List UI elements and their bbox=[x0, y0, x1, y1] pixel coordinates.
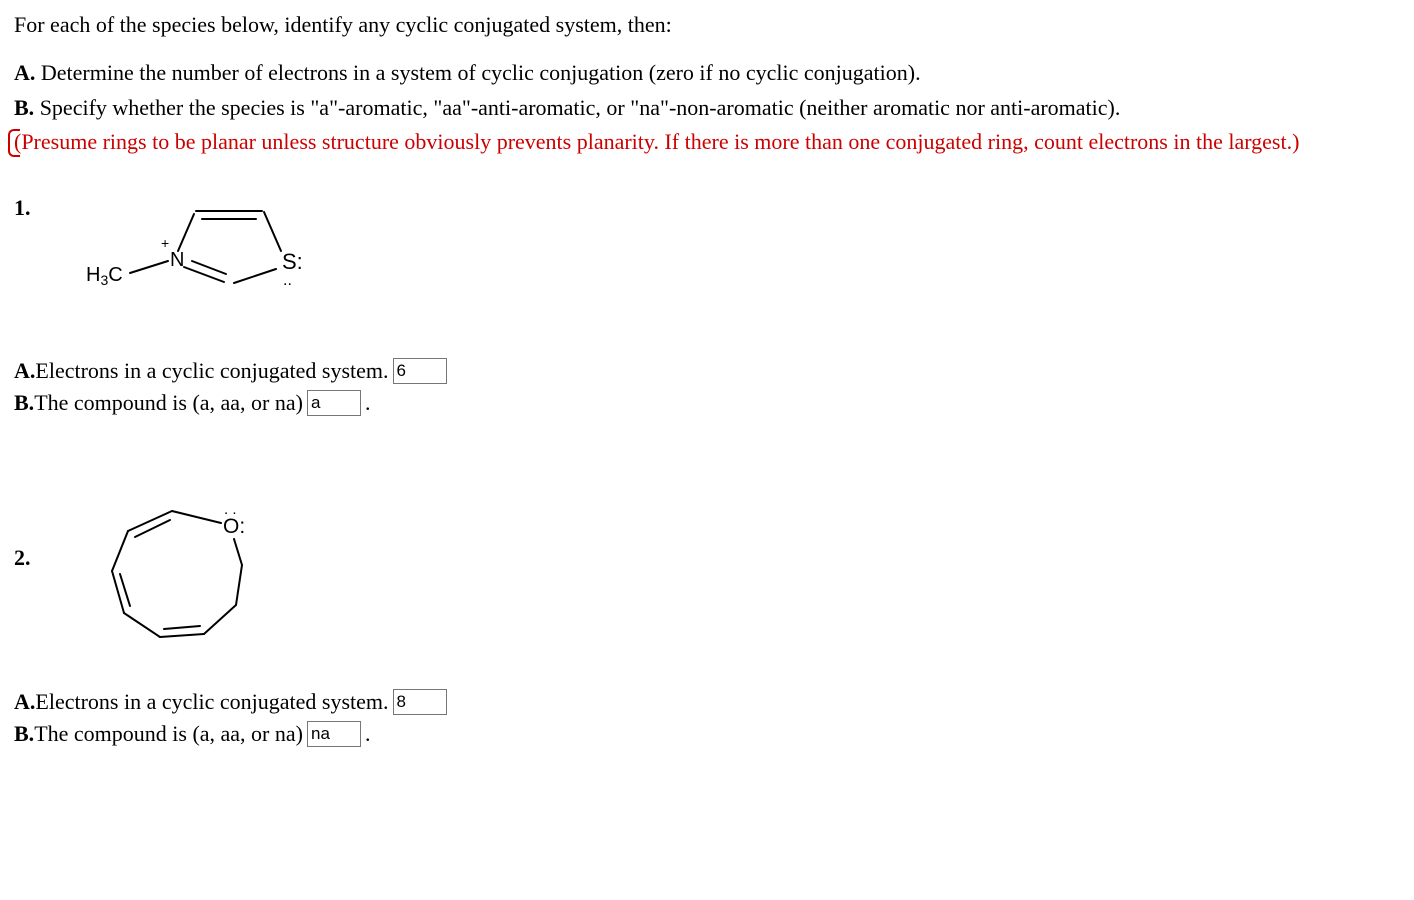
intro-partA-prefix: A. bbox=[14, 60, 41, 85]
q2-structure: O: . . bbox=[74, 489, 294, 657]
o-atom-label: O: bbox=[223, 515, 245, 538]
intro-partB-line: B. Specify whether the species is "a"-ar… bbox=[14, 93, 1394, 123]
q1-classification-input[interactable] bbox=[307, 390, 361, 416]
q1-number: 1. bbox=[14, 193, 74, 223]
n-atom-label: N bbox=[170, 249, 184, 271]
intro-partA: Determine the number of electrons in a s… bbox=[41, 60, 921, 85]
ch3-label: H3C bbox=[86, 264, 123, 288]
thiazolium-svg: N + S: .. H3C bbox=[74, 193, 334, 303]
intro-red-note: (Presume rings to be planar unless struc… bbox=[14, 127, 1394, 157]
q2-period: . bbox=[365, 719, 371, 749]
q2-answer-b-line: B.The compound is (a, aa, or na) . bbox=[14, 719, 1394, 749]
q1-period: . bbox=[365, 388, 371, 418]
intro-partA-line: A. Determine the number of electrons in … bbox=[14, 58, 1394, 88]
q2-compound-label: The compound is (a, aa, or na) bbox=[34, 721, 303, 746]
q2-electrons-label: Electrons in a cyclic conjugated system. bbox=[35, 689, 388, 714]
q1-electrons-input[interactable] bbox=[393, 358, 447, 384]
red-note-text: (Presume rings to be planar unless struc… bbox=[14, 129, 1299, 154]
q2-electrons-input[interactable] bbox=[393, 689, 447, 715]
q1-electrons-label: Electrons in a cyclic conjugated system. bbox=[35, 358, 388, 383]
q1-structure: N + S: .. H3C bbox=[74, 193, 334, 311]
n-plus-charge: + bbox=[161, 235, 169, 251]
nine-ring-svg: O: . . bbox=[74, 489, 294, 649]
q2-number: 2. bbox=[14, 489, 74, 573]
q2-header-row: 2. bbox=[14, 489, 1394, 657]
s-atom-label: S: bbox=[282, 249, 303, 274]
q2-classification-input[interactable] bbox=[307, 721, 361, 747]
question-2: 2. bbox=[14, 489, 1394, 750]
q1-compound-label: The compound is (a, aa, or na) bbox=[34, 390, 303, 415]
intro-partB: Specify whether the species is "a"-aroma… bbox=[40, 95, 1121, 120]
intro-line1: For each of the species below, identify … bbox=[14, 10, 1394, 40]
o-top-dots: . . bbox=[224, 501, 237, 518]
q1-answer-a-line: A.Electrons in a cyclic conjugated syste… bbox=[14, 356, 1394, 386]
q2-answer-a-line: A.Electrons in a cyclic conjugated syste… bbox=[14, 687, 1394, 717]
red-bracket-icon bbox=[8, 129, 20, 157]
question-1: 1. bbox=[14, 193, 1394, 418]
q1-answer-b-line: B.The compound is (a, aa, or na) . bbox=[14, 388, 1394, 418]
q1-header-row: 1. bbox=[14, 193, 1394, 311]
s-lower-dots: .. bbox=[283, 272, 292, 289]
intro-partB-prefix: B. bbox=[14, 95, 40, 120]
intro-block: For each of the species below, identify … bbox=[14, 10, 1394, 157]
